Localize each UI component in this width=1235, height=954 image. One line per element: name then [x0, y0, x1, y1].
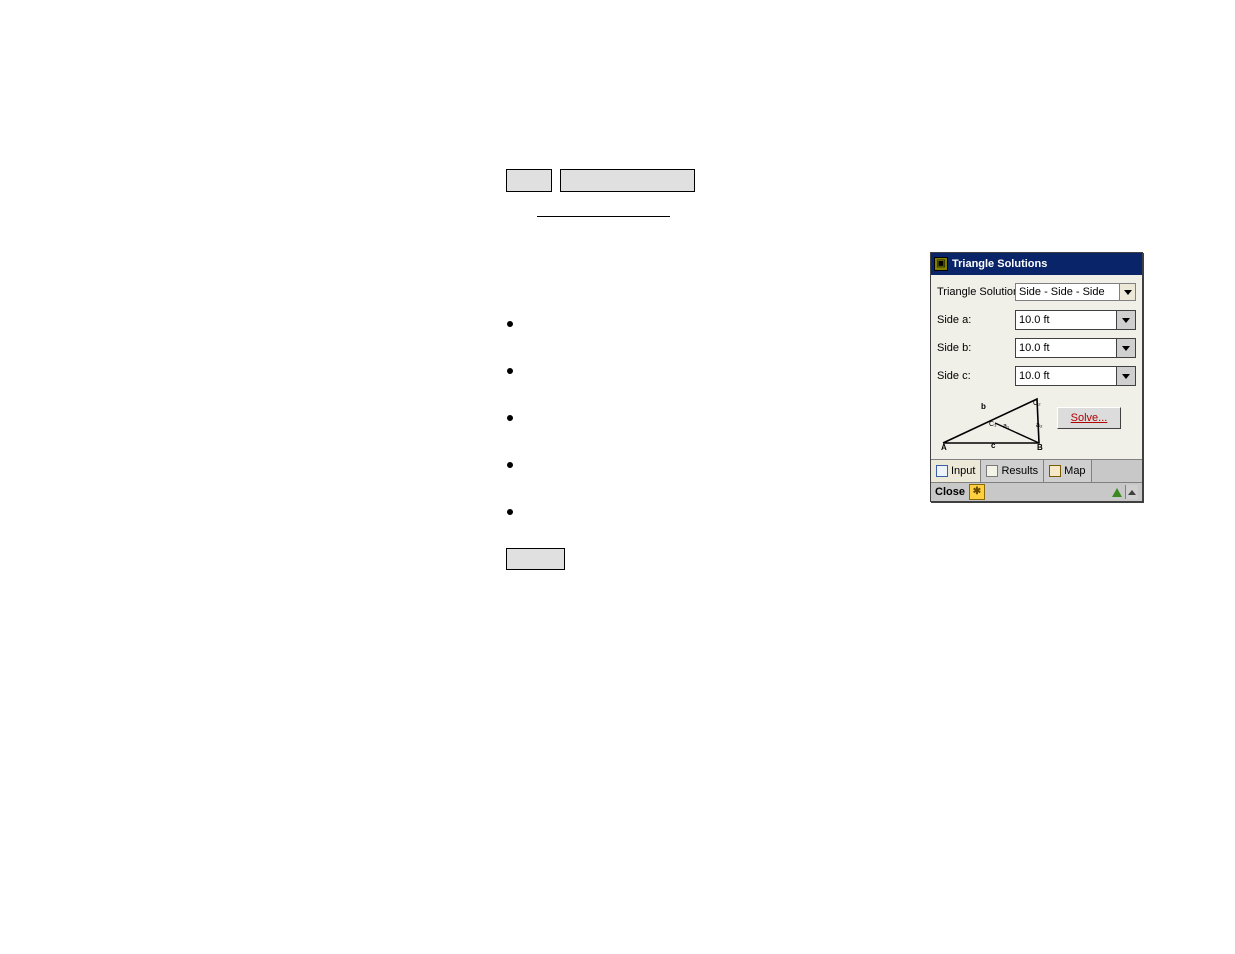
triangle-solution-label: Triangle Solution: — [937, 286, 1015, 298]
vertex-B: B — [1037, 443, 1043, 451]
solve-button-label: Solve... — [1071, 412, 1108, 424]
close-icon[interactable]: ✱ — [969, 484, 985, 500]
side-a-input[interactable]: 10.0 ft — [1015, 310, 1136, 330]
triangle-solution-row: Triangle Solution: Side - Side - Side — [937, 281, 1136, 303]
dialog-closebar: Close ✱ — [931, 482, 1142, 501]
triangle-solutions-dialog: ▣ Triangle Solutions Triangle Solution: … — [930, 252, 1143, 502]
tab-map[interactable]: Map — [1044, 460, 1091, 482]
chevron-down-icon[interactable] — [1119, 284, 1135, 300]
results-tab-icon — [986, 465, 998, 477]
triangle-diagram: A B b c C₁ C₂ a₁ a₂ — [937, 393, 1049, 451]
window-title: Triangle Solutions — [952, 258, 1047, 270]
dialog-tabs: Input Results Map — [931, 459, 1142, 482]
titlebar[interactable]: ▣ Triangle Solutions — [931, 253, 1142, 275]
bg-bullet — [507, 415, 513, 421]
side-label: Side a: — [937, 314, 1015, 326]
input-tab-icon — [936, 465, 948, 477]
side-row-b: Side b:10.0 ft — [937, 337, 1136, 359]
chevron-down-icon[interactable] — [1116, 338, 1136, 358]
side-value: 10.0 ft — [1015, 366, 1116, 386]
tab-label: Map — [1064, 465, 1085, 477]
vertex-C1: C₁ — [989, 421, 997, 428]
side-a2: a₂ — [1036, 422, 1043, 429]
solve-button[interactable]: Solve... — [1057, 407, 1121, 429]
side-row-c: Side c:10.0 ft — [937, 365, 1136, 387]
dialog-body: Triangle Solution: Side - Side - Side Si… — [931, 275, 1142, 459]
scroll-up-icon[interactable] — [1125, 485, 1138, 499]
side-b: b — [981, 402, 986, 411]
bg-underline — [537, 216, 670, 217]
chevron-down-icon[interactable] — [1116, 310, 1136, 330]
vertex-C2: C₂ — [1033, 400, 1041, 407]
bg-bullet — [507, 509, 513, 515]
tab-input[interactable]: Input — [931, 460, 981, 482]
map-tab-icon — [1049, 465, 1061, 477]
close-label[interactable]: Close — [935, 486, 965, 498]
tab-label: Results — [1001, 465, 1038, 477]
triangle-solution-select[interactable]: Side - Side - Side — [1015, 283, 1136, 301]
bg-bullet — [507, 462, 513, 468]
bg-bullet — [507, 368, 513, 374]
chevron-down-icon[interactable] — [1116, 366, 1136, 386]
side-a1: a₁ — [1003, 423, 1010, 430]
triangle-solution-value: Side - Side - Side — [1016, 286, 1119, 298]
side-value: 10.0 ft — [1015, 310, 1116, 330]
app-icon: ▣ — [934, 257, 948, 271]
tab-label: Input — [951, 465, 975, 477]
side-label: Side c: — [937, 370, 1015, 382]
bg-button-small — [506, 169, 552, 192]
side-c: c — [991, 441, 996, 450]
pin-icon[interactable] — [1110, 485, 1124, 499]
bg-button-wide — [560, 169, 695, 192]
side-value: 10.0 ft — [1015, 338, 1116, 358]
bg-button-bottom — [506, 548, 565, 570]
side-b-input[interactable]: 10.0 ft — [1015, 338, 1136, 358]
tab-results[interactable]: Results — [981, 460, 1044, 482]
side-c-input[interactable]: 10.0 ft — [1015, 366, 1136, 386]
bg-bullet — [507, 321, 513, 327]
side-row-a: Side a:10.0 ft — [937, 309, 1136, 331]
vertex-A: A — [941, 443, 947, 451]
side-label: Side b: — [937, 342, 1015, 354]
